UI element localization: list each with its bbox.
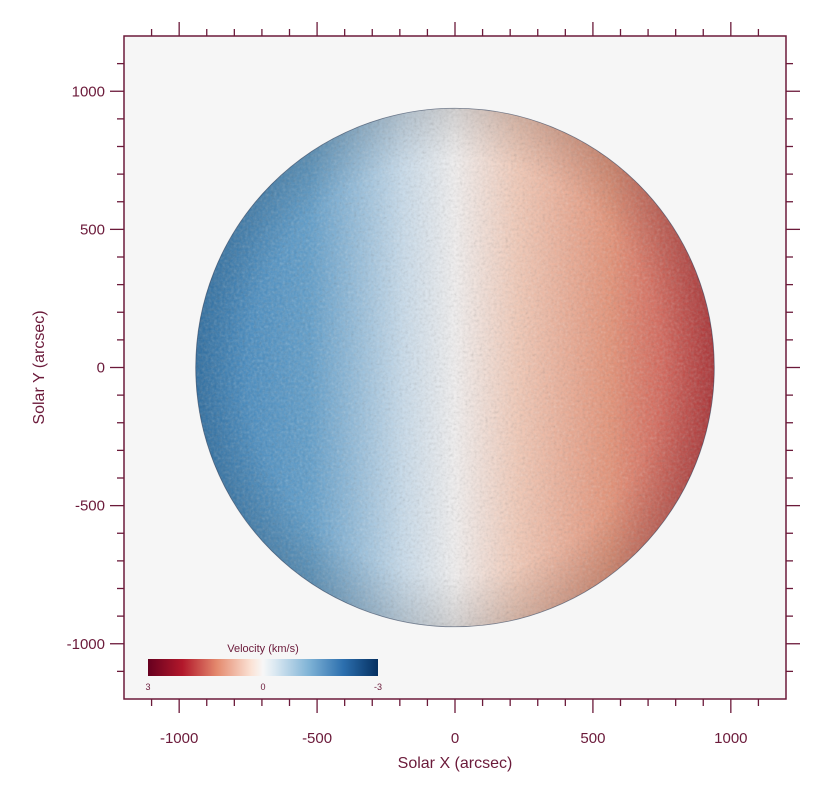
colorbar-ticks: 3 0 -3 [145, 682, 382, 692]
y-tick-label: -1000 [67, 636, 105, 653]
y-tick-label: -500 [75, 498, 105, 515]
y-tick-label: 0 [97, 360, 105, 377]
colorbar-tick-label: 3 [145, 682, 150, 692]
y-tick-label: 1000 [72, 83, 105, 100]
solar-disk [195, 107, 715, 628]
x-axis-label: Solar X (arcsec) [398, 755, 513, 772]
y-axis-label: Solar Y (arcsec) [31, 310, 48, 424]
x-tick-label: 0 [451, 730, 459, 747]
axes: -1000 -500 0 500 1000 1000 500 0 -500 -1000 [67, 22, 800, 747]
x-tick-label: -500 [302, 730, 332, 747]
colorbar: Velocity (km/s) 3 0 -3 [145, 643, 382, 692]
y-tick-label: 500 [80, 221, 105, 238]
disk-limb-shading [195, 108, 715, 627]
colorbar-tick-label: -3 [374, 682, 382, 692]
colorbar-tick-label: 0 [260, 682, 265, 692]
colorbar-label: Velocity (km/s) [227, 643, 299, 655]
x-tick-label: 1000 [714, 730, 747, 747]
x-tick-label: 500 [580, 730, 605, 747]
colorbar-gradient [148, 659, 378, 676]
disk-limb-edge [195, 107, 715, 628]
x-tick-label: -1000 [160, 730, 198, 747]
